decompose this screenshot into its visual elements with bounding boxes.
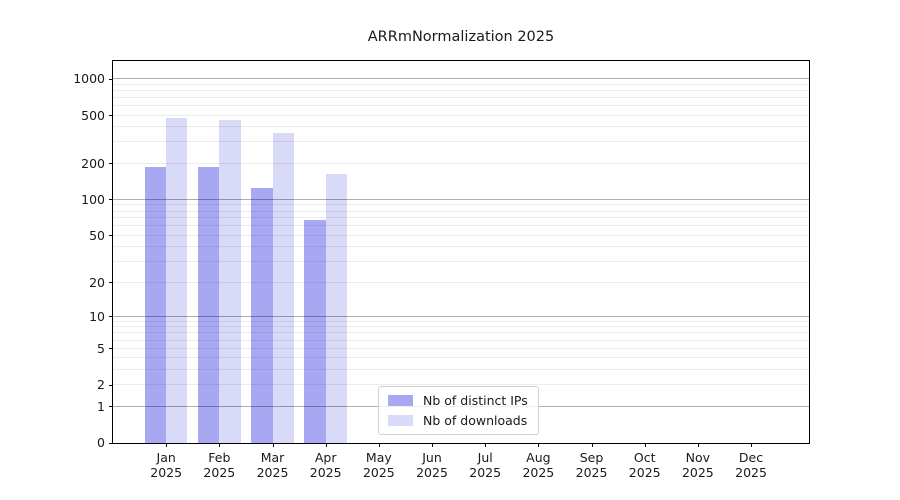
- bar-feb-downloads: [219, 120, 241, 443]
- x-tick-year: 2025: [628, 464, 661, 480]
- y-tick-label: 100: [81, 191, 105, 207]
- x-tick-month: Apr: [314, 450, 337, 465]
- x-tick-year: 2025: [735, 464, 767, 480]
- x-tick-month: Sep: [579, 450, 604, 465]
- minor-gridline: [113, 162, 809, 164]
- x-tick-mark: [378, 443, 380, 447]
- bar-apr-distinct-ips: [304, 219, 326, 443]
- x-tick-mark: [166, 443, 168, 447]
- x-tick-label: Apr 2025: [309, 450, 342, 480]
- y-tick-label: 50: [89, 227, 105, 243]
- x-tick-month: Nov: [685, 450, 711, 465]
- y-tick-mark: [109, 235, 113, 237]
- x-tick-year: 2025: [150, 464, 183, 480]
- x-tick-label: Jun 2025: [416, 450, 448, 480]
- legend-label-downloads: Nb of downloads: [423, 413, 528, 428]
- bar-mar-downloads: [272, 132, 294, 443]
- x-tick-year: 2025: [681, 464, 714, 480]
- y-tick-mark: [109, 115, 113, 117]
- legend: Nb of distinct IPs Nb of downloads: [378, 386, 539, 435]
- x-tick-label: May 2025: [362, 450, 395, 480]
- x-tick-mark: [591, 443, 593, 447]
- bar-apr-downloads: [325, 173, 347, 443]
- x-tick-label: Jul 2025: [469, 450, 502, 480]
- x-tick-month: Jul: [477, 450, 493, 465]
- x-tick-month: Oct: [633, 450, 656, 465]
- y-tick-mark: [109, 78, 113, 80]
- bar-jan-distinct-ips: [144, 167, 167, 443]
- x-tick-mark: [325, 443, 327, 447]
- major-gridline: [113, 78, 809, 80]
- legend-item-distinct-ips: Nb of distinct IPs: [388, 393, 528, 408]
- x-tick-year: 2025: [309, 464, 342, 480]
- y-tick-label: 1: [97, 398, 105, 414]
- y-tick-mark: [109, 199, 113, 201]
- x-tick-label: Dec 2025: [735, 450, 767, 480]
- x-tick-month: Aug: [526, 450, 551, 465]
- x-tick-mark: [272, 443, 274, 447]
- minor-gridline: [113, 126, 809, 128]
- bar-mar-distinct-ips: [251, 187, 273, 443]
- x-tick-label: Oct 2025: [628, 450, 661, 480]
- minor-gridline: [113, 114, 809, 116]
- minor-gridline: [113, 96, 809, 98]
- y-tick-mark: [109, 384, 113, 386]
- x-tick-label: Jan 2025: [150, 450, 183, 480]
- x-tick-label: Nov 2025: [681, 450, 714, 480]
- legend-swatch-distinct-ips: [388, 395, 413, 406]
- y-tick-mark: [109, 163, 113, 165]
- plot-area: 1000 500 200 100 50 20 10 5 2 1 0 Jan 2025 Feb 2025 Ma…: [73, 60, 810, 479]
- x-tick-month: Mar: [260, 450, 285, 465]
- x-tick-label: Aug 2025: [522, 450, 555, 480]
- x-tick-month: Jun: [422, 450, 442, 465]
- x-tick-year: 2025: [256, 464, 289, 480]
- y-tick-label: 200: [81, 155, 105, 171]
- x-tick-label: Feb 2025: [203, 450, 236, 480]
- y-tick-mark: [109, 348, 113, 350]
- minor-gridline: [113, 141, 809, 143]
- x-tick-mark: [432, 443, 434, 447]
- bar-jan-downloads: [166, 118, 188, 443]
- y-tick-label: 10: [89, 308, 105, 324]
- x-tick-label: Sep 2025: [575, 450, 608, 480]
- y-tick-mark: [109, 442, 113, 444]
- chart-title: ARRmNormalization 2025: [367, 29, 555, 45]
- minor-gridline: [113, 104, 809, 106]
- y-tick-label: 500: [81, 107, 105, 123]
- y-tick-label: 2: [97, 377, 105, 393]
- x-tick-month: Jan: [156, 450, 176, 465]
- y-tick-label: 1000: [73, 71, 105, 87]
- y-tick-mark: [109, 316, 113, 318]
- x-tick-mark: [751, 443, 753, 447]
- legend-swatch-downloads: [388, 415, 413, 426]
- bar-feb-distinct-ips: [198, 166, 220, 443]
- x-tick-month: May: [365, 450, 392, 465]
- x-tick-year: 2025: [416, 464, 448, 480]
- legend-item-downloads: Nb of downloads: [388, 413, 528, 428]
- x-tick-year: 2025: [575, 464, 608, 480]
- x-tick-mark: [485, 443, 487, 447]
- x-tick-label: Mar 2025: [256, 450, 289, 480]
- x-tick-year: 2025: [362, 464, 395, 480]
- x-tick-year: 2025: [522, 464, 555, 480]
- x-tick-mark: [644, 443, 646, 447]
- y-tick-label: 5: [97, 340, 105, 356]
- minor-gridline: [113, 89, 809, 91]
- x-tick-month: Dec: [738, 450, 764, 465]
- x-tick-month: Feb: [208, 450, 231, 465]
- legend-label-distinct-ips: Nb of distinct IPs: [423, 393, 528, 408]
- x-tick-year: 2025: [469, 464, 502, 480]
- x-tick-mark: [697, 443, 699, 447]
- y-tick-label: 20: [89, 274, 105, 290]
- y-tick-label: 0: [97, 435, 105, 450]
- minor-gridline: [113, 83, 809, 85]
- y-tick-mark: [109, 282, 113, 284]
- x-tick-mark: [538, 443, 540, 447]
- y-tick-mark: [109, 406, 113, 407]
- x-tick-year: 2025: [203, 464, 236, 480]
- x-tick-mark: [219, 443, 221, 447]
